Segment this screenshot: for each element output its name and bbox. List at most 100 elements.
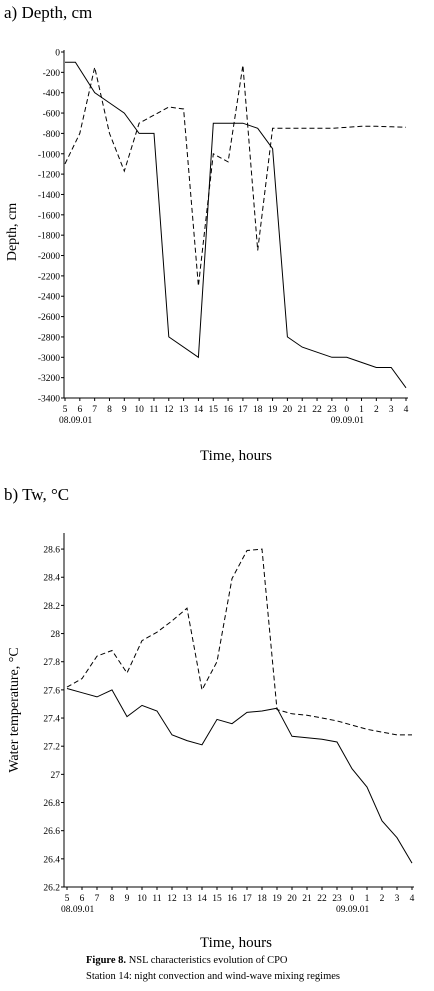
depth-x-tick-label: 11 bbox=[149, 405, 158, 415]
temperature-y-tick-label: 28.2 bbox=[43, 602, 60, 612]
depth-y-tick-label: -1200 bbox=[38, 171, 60, 181]
depth-date-label: 09.09.01 bbox=[331, 416, 365, 426]
depth-y-tick-label: -2600 bbox=[38, 313, 60, 323]
depth-y-tick-label: -2400 bbox=[38, 293, 60, 303]
depth-y-tick-label: -3200 bbox=[38, 374, 60, 384]
temperature-y-tick-label: 27 bbox=[51, 771, 61, 781]
temperature-chart-title: b) Tw, °C bbox=[4, 485, 69, 504]
temperature-series-dashed-line bbox=[66, 548, 412, 736]
depth-x-tick-label: 13 bbox=[179, 405, 189, 415]
depth-chart-ylabel: Depth, cm bbox=[5, 203, 20, 261]
temperature-x-tick-label: 11 bbox=[152, 894, 161, 904]
depth-x-tick-label: 15 bbox=[209, 405, 219, 415]
temperature-x-tick-label: 20 bbox=[287, 894, 297, 904]
caption-line-2: Station 14: night convection and wind-wa… bbox=[86, 971, 340, 982]
depth-y-tick-label: -200 bbox=[43, 69, 61, 79]
temperature-x-tick-label: 15 bbox=[212, 894, 222, 904]
temperature-x-tick-label: 23 bbox=[332, 894, 342, 904]
temperature-y-tick-label: 28 bbox=[51, 630, 61, 640]
temperature-x-tick-label: 13 bbox=[182, 894, 192, 904]
depth-y-tick-label: 0 bbox=[55, 49, 60, 59]
temperature-y-tick-label: 26.8 bbox=[43, 799, 60, 809]
depth-x-tick-label: 17 bbox=[238, 405, 248, 415]
caption-text: NSL characteristics evolution of CPO bbox=[126, 955, 288, 966]
temperature-date-label: 08.09.01 bbox=[61, 905, 95, 915]
temperature-x-tick-label: 12 bbox=[167, 894, 177, 904]
figure-caption: Figure 8. NSL characteristics evolution … bbox=[86, 955, 340, 982]
depth-x-tick-label: 23 bbox=[327, 405, 337, 415]
temperature-x-tick-label: 5 bbox=[65, 894, 70, 904]
temperature-x-tick-label: 2 bbox=[380, 894, 385, 904]
depth-x-tick-label: 10 bbox=[134, 405, 144, 415]
temperature-x-tick-label: 4 bbox=[410, 894, 415, 904]
depth-x-tick-label: 20 bbox=[283, 405, 293, 415]
depth-y-tick-label: -800 bbox=[43, 130, 61, 140]
temperature-x-tick-label: 22 bbox=[317, 894, 327, 904]
temperature-y-tick-label: 27.2 bbox=[43, 743, 60, 753]
temperature-x-tick-label: 14 bbox=[197, 894, 207, 904]
depth-x-tick-label: 8 bbox=[107, 405, 112, 415]
depth-chart-title: a) Depth, cm bbox=[4, 3, 92, 22]
depth-y-tick-label: -3400 bbox=[38, 395, 60, 405]
temperature-series-solid-line bbox=[66, 688, 413, 864]
depth-y-tick-label: -2000 bbox=[38, 252, 60, 262]
depth-y-tick-label: -600 bbox=[43, 110, 61, 120]
caption-label: Figure 8. bbox=[86, 955, 126, 966]
temperature-x-tick-label: 7 bbox=[95, 894, 100, 904]
depth-x-tick-label: 21 bbox=[297, 405, 307, 415]
temperature-y-tick-label: 27.6 bbox=[43, 686, 60, 696]
temperature-y-tick-label: 26.4 bbox=[43, 855, 60, 865]
depth-y-tick-label: -1600 bbox=[38, 211, 60, 221]
temperature-y-tick-label: 28.6 bbox=[43, 546, 60, 556]
depth-x-tick-label: 16 bbox=[223, 405, 233, 415]
depth-x-tick-label: 5 bbox=[63, 405, 68, 415]
depth-x-tick-label: 14 bbox=[194, 405, 204, 415]
depth-chart: a) Depth, cm Time, hours Depth, cm 0 -200… bbox=[4, 3, 409, 464]
depth-y-tick-label: -3000 bbox=[38, 354, 60, 364]
temperature-x-tick-label: 9 bbox=[125, 894, 130, 904]
temperature-x-tick-label: 8 bbox=[110, 894, 115, 904]
depth-x-tick-label: 7 bbox=[92, 405, 97, 415]
depth-x-tick-label: 9 bbox=[122, 405, 127, 415]
depth-series-dashed-line bbox=[64, 65, 407, 287]
temperature-y-tick-label: 27.4 bbox=[43, 715, 60, 725]
depth-date-label: 08.09.01 bbox=[59, 416, 93, 426]
temperature-x-tick-label: 19 bbox=[272, 894, 282, 904]
temperature-y-tick-label: 26.6 bbox=[43, 827, 60, 837]
depth-chart-xlabel: Time, hours bbox=[200, 448, 272, 464]
temperature-date-label: 09.09.01 bbox=[336, 905, 370, 915]
temperature-x-tick-label: 16 bbox=[227, 894, 237, 904]
temperature-x-tick-label: 1 bbox=[365, 894, 370, 904]
depth-x-tick-label: 1 bbox=[359, 405, 364, 415]
depth-x-tick-label: 12 bbox=[164, 405, 174, 415]
temperature-x-tick-label: 10 bbox=[137, 894, 147, 904]
depth-x-tick-label: 6 bbox=[77, 405, 82, 415]
temperature-y-tick-label: 26.2 bbox=[43, 884, 60, 894]
depth-x-tick-label: 22 bbox=[312, 405, 322, 415]
svg-text:Figure 8. NSL characteristics: Figure 8. NSL characteristics evolution … bbox=[86, 955, 288, 966]
temperature-chart-xlabel: Time, hours bbox=[200, 935, 272, 951]
temperature-chart-ylabel: Water temperature, °C bbox=[7, 647, 22, 772]
depth-x-tick-label: 4 bbox=[404, 405, 409, 415]
depth-y-tick-label: -2200 bbox=[38, 272, 60, 282]
temperature-y-tick-label: 28.4 bbox=[43, 574, 60, 584]
depth-y-tick-label: -1800 bbox=[38, 232, 60, 242]
temperature-x-tick-label: 3 bbox=[395, 894, 400, 904]
depth-x-tick-label: 3 bbox=[389, 405, 394, 415]
depth-series-solid-line bbox=[65, 61, 407, 389]
temperature-x-tick-label: 17 bbox=[242, 894, 252, 904]
depth-y-tick-label: -400 bbox=[43, 89, 61, 99]
depth-y-tick-label: -1000 bbox=[38, 150, 60, 160]
temperature-x-tick-label: 0 bbox=[350, 894, 355, 904]
temperature-x-tick-label: 6 bbox=[80, 894, 85, 904]
depth-x-tick-label: 0 bbox=[344, 405, 349, 415]
depth-x-tick-label: 19 bbox=[268, 405, 278, 415]
depth-x-tick-label: 2 bbox=[374, 405, 379, 415]
depth-x-tick-label: 18 bbox=[253, 405, 263, 415]
depth-y-tick-label: -2800 bbox=[38, 333, 60, 343]
temperature-chart: b) Tw, °C Time, hours Water temperature,… bbox=[4, 485, 415, 951]
depth-y-tick-label: -1400 bbox=[38, 191, 60, 201]
temperature-x-tick-label: 21 bbox=[302, 894, 312, 904]
